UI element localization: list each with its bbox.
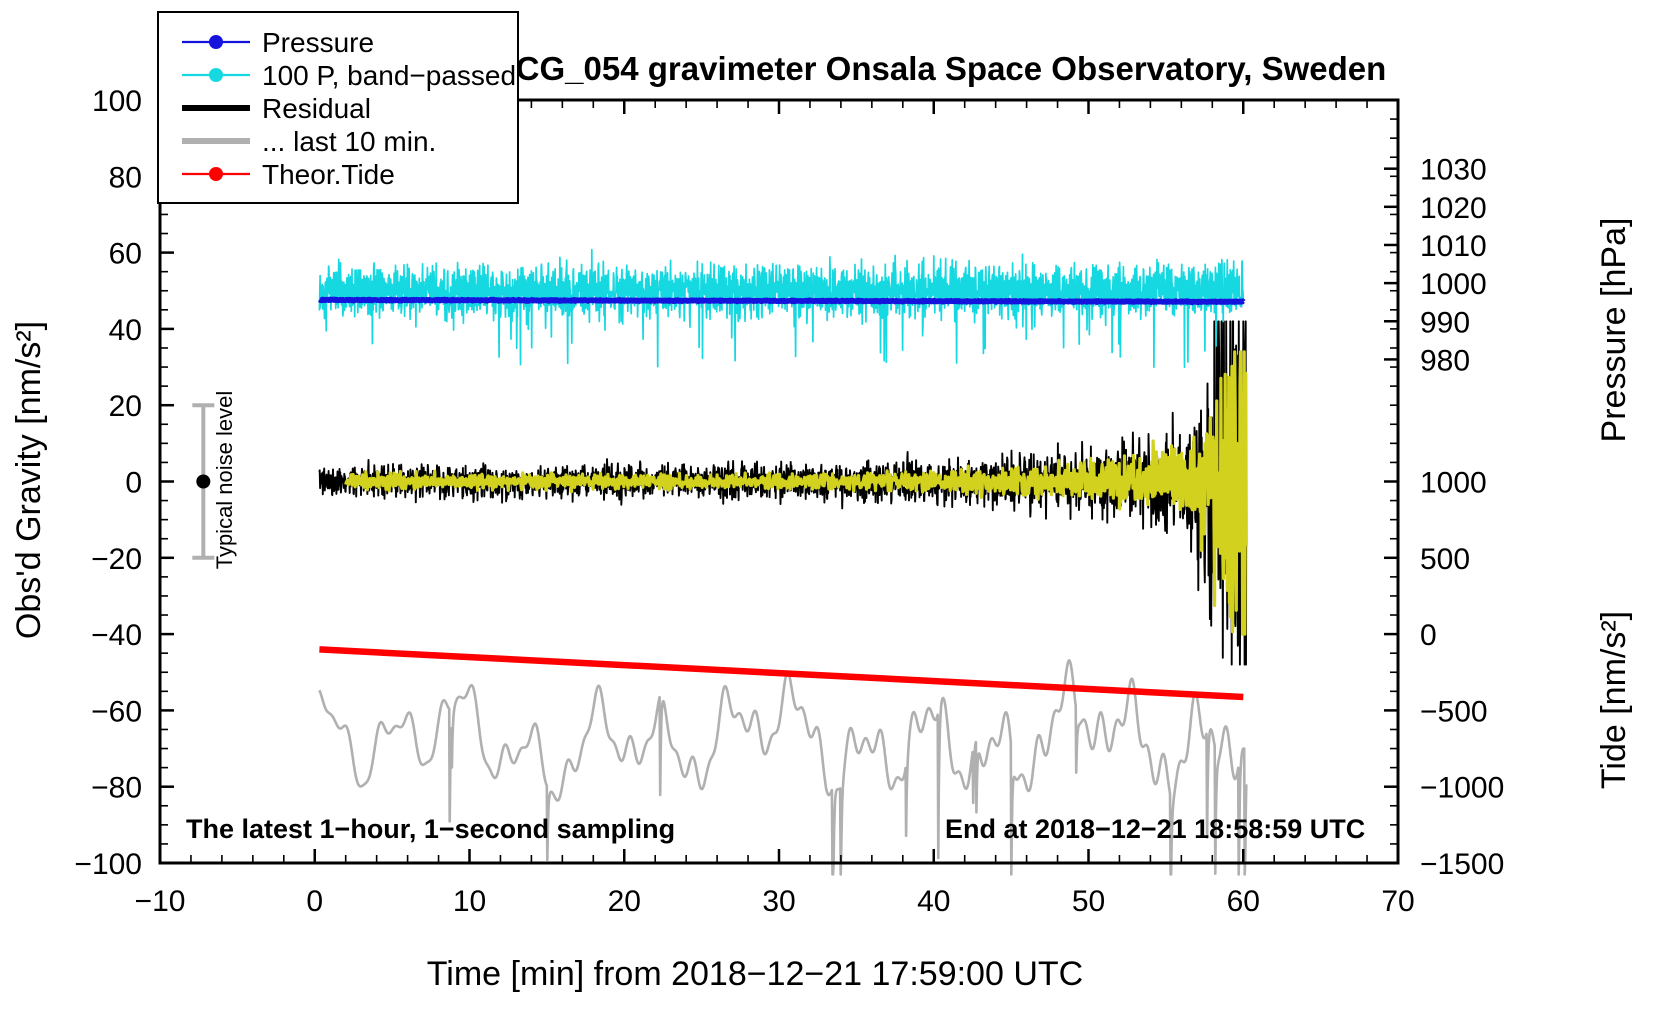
y-tick-label: 80 xyxy=(109,161,142,194)
y-tick-label: 0 xyxy=(125,467,142,500)
legend-item[interactable]: Residual xyxy=(182,93,371,124)
y-tick-label: 60 xyxy=(109,238,142,271)
trace-100p-band-passed xyxy=(318,248,1245,368)
legend-label: Theor.Tide xyxy=(262,159,395,190)
y-axis-title: Obs'd Gravity [nm/s²] xyxy=(10,321,48,639)
legend-item[interactable]: 100 P, band−passed xyxy=(182,60,516,91)
trace-theoretical-tide xyxy=(319,646,1244,701)
typical-noise-level-label: Typical noise level xyxy=(212,391,237,570)
legend-label: Residual xyxy=(262,93,371,124)
noise-bar-center-dot xyxy=(196,474,211,489)
x-axis-title: Time [min] from 2018−12−21 17:59:00 UTC xyxy=(427,955,1083,993)
x-tick-label: 70 xyxy=(1381,885,1414,918)
y-tick-label: −40 xyxy=(91,619,142,652)
y-tick-label: −60 xyxy=(91,695,142,728)
tide-axis-title: Tide [nm/s²] xyxy=(1595,611,1633,789)
y-tick-label: −80 xyxy=(91,772,142,805)
trace-last-10-min xyxy=(318,659,1248,876)
annotation-sampling-note: The latest 1−hour, 1−second sampling xyxy=(186,814,675,844)
pressure-tick-label: 1030 xyxy=(1420,154,1487,187)
page-title: SCG_054 gravimeter Onsala Space Observat… xyxy=(494,50,1387,87)
x-tick-label: 40 xyxy=(917,885,950,918)
x-tick-label: 50 xyxy=(1072,885,1105,918)
legend-label: 100 P, band−passed xyxy=(262,60,516,91)
pressure-tick-label: 1010 xyxy=(1420,230,1487,263)
legend-item[interactable]: Theor.Tide xyxy=(182,159,395,190)
pressure-tick-label: 1000 xyxy=(1420,268,1487,301)
x-tick-label: 10 xyxy=(453,885,486,918)
tide-tick-label: −1000 xyxy=(1420,772,1504,805)
x-tick-label: −10 xyxy=(135,885,186,918)
x-tick-label: 20 xyxy=(608,885,641,918)
legend-marker-dot xyxy=(209,35,223,49)
tide-tick-label: 0 xyxy=(1420,619,1437,652)
pressure-axis-title: Pressure [hPa] xyxy=(1595,218,1633,443)
tide-tick-label: −500 xyxy=(1420,695,1488,728)
tide-tick-label: 500 xyxy=(1420,543,1470,576)
y-tick-label: 40 xyxy=(109,314,142,347)
legend-marker-dot xyxy=(209,167,223,181)
pressure-tick-label: 1020 xyxy=(1420,192,1487,225)
legend-label: ... last 10 min. xyxy=(262,126,436,157)
y-tick-label: −20 xyxy=(91,543,142,576)
y-tick-label: −100 xyxy=(74,848,142,881)
pressure-tick-label: 980 xyxy=(1420,344,1470,377)
tide-tick-label: 1000 xyxy=(1420,467,1487,500)
trace-pressure xyxy=(317,296,1246,306)
annotation-end-time: End at 2018−12−21 18:58:59 UTC xyxy=(945,814,1365,844)
y-tick-label: 100 xyxy=(92,85,142,118)
x-tick-label: 30 xyxy=(762,885,795,918)
data-traces xyxy=(317,248,1248,876)
legend-item[interactable]: ... last 10 min. xyxy=(182,126,436,157)
x-tick-label: 60 xyxy=(1227,885,1260,918)
y-tick-label: 20 xyxy=(109,390,142,423)
trace-residual-last-10-min-overlay xyxy=(344,350,1248,636)
legend-label: Pressure xyxy=(262,27,374,58)
axes-group: −10 0 10 20 30 40 50 60 70−100−80−60−40−20020406… xyxy=(74,85,1504,918)
typical-noise-level-bar xyxy=(192,403,215,560)
tide-tick-label: −1500 xyxy=(1420,848,1504,881)
x-tick-label: 0 xyxy=(306,885,323,918)
legend-item[interactable]: Pressure xyxy=(182,27,374,58)
legend-marker-dot xyxy=(209,68,223,82)
pressure-tick-label: 990 xyxy=(1420,306,1470,339)
